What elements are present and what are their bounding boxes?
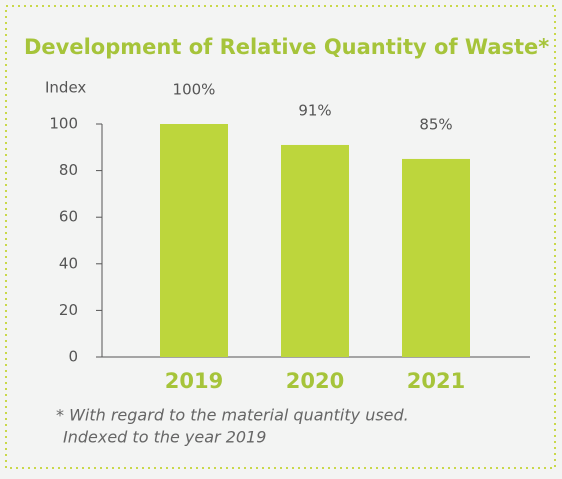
y-tick-label: 0 [68,348,78,366]
page: Development of Relative Quantity of Wast… [0,0,562,479]
footnote: Indexed to the year 2019 [63,428,266,447]
x-tick-label: 2019 [165,369,223,393]
y-tick-label: 60 [59,208,78,226]
value-label: 91% [298,101,331,119]
value-label: 100% [173,81,216,99]
y-tick-label: 20 [59,301,78,319]
chart: Development of Relative Quantity of Wast… [0,0,562,479]
footnote: * With regard to the material quantity u… [56,406,409,425]
bar [160,124,228,357]
chart-title: Development of Relative Quantity of Wast… [24,35,549,59]
y-axis-label: Index [45,79,86,97]
x-tick-label: 2021 [407,369,465,393]
value-label: 85% [419,115,452,133]
bar [402,159,470,357]
y-tick-label: 100 [49,115,78,133]
y-tick-label: 80 [59,161,78,179]
bar [281,145,349,357]
y-tick-label: 40 [59,254,78,272]
x-tick-label: 2020 [286,369,344,393]
